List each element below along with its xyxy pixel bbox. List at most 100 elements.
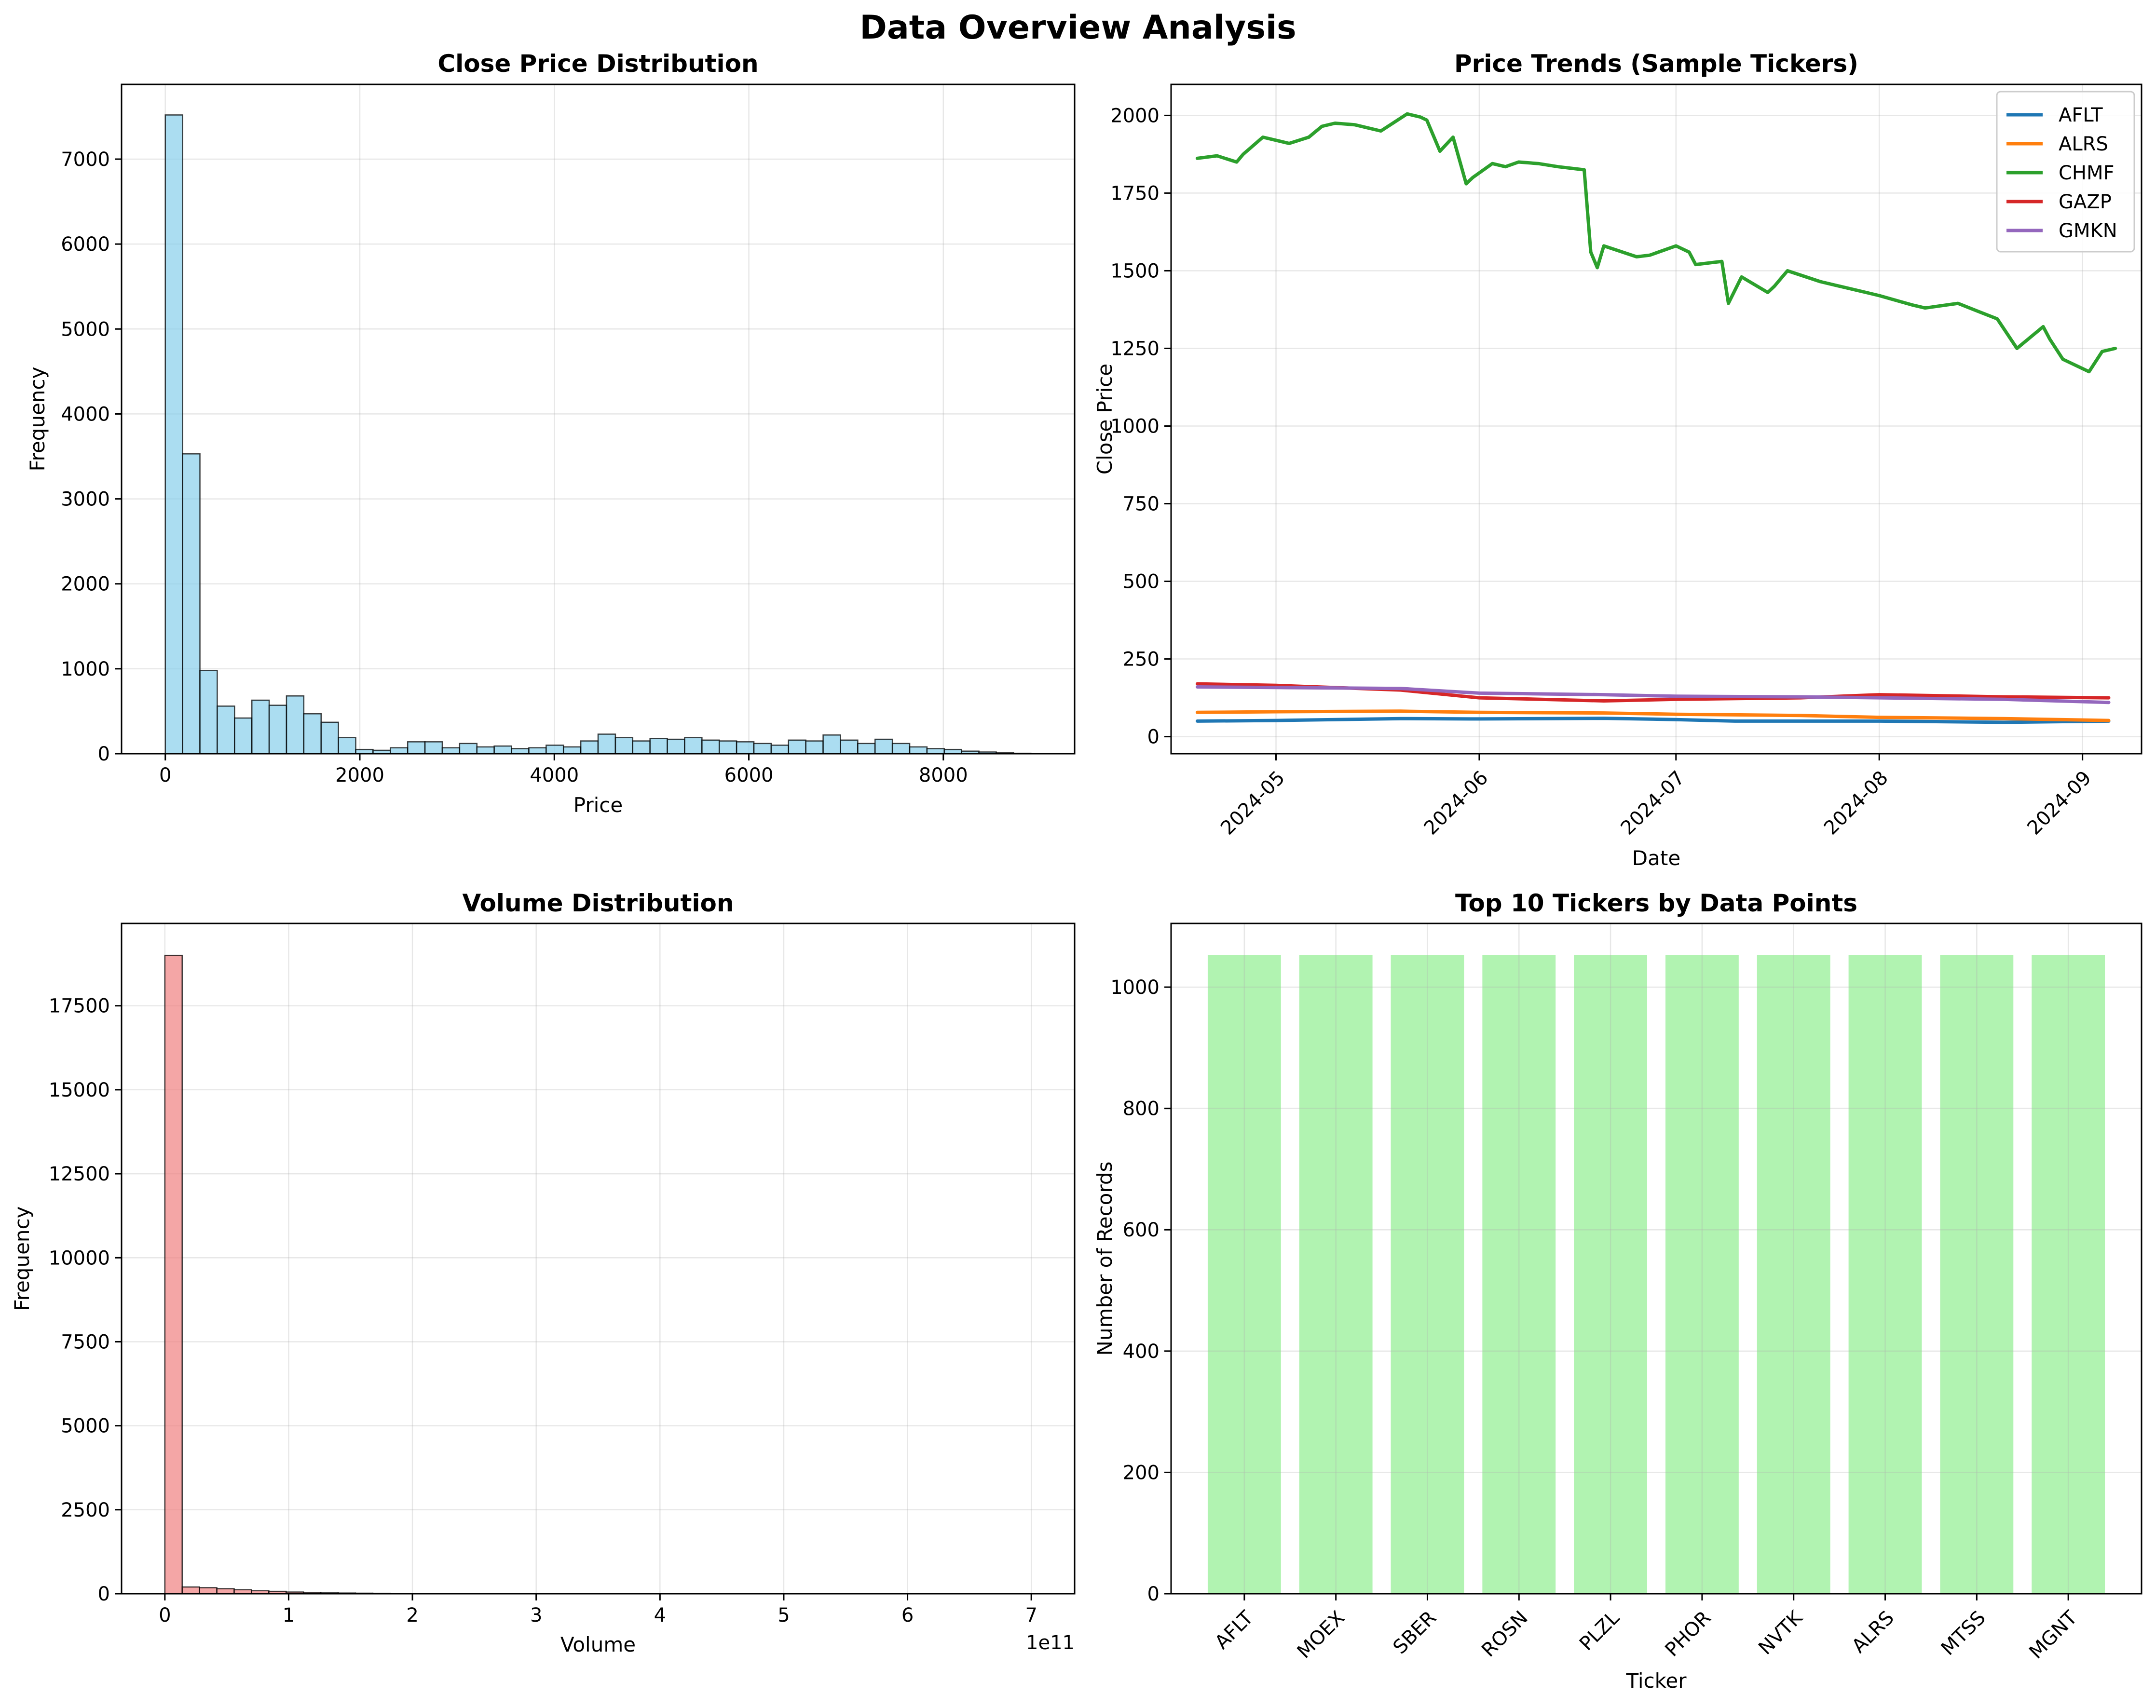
bar-mtss [1940,955,2014,1594]
bar-rosn [1482,955,1556,1594]
bar-aflt [1207,955,1281,1594]
histogram-bar [770,745,790,755]
legend-label-gmkn: GMKN [2059,220,2117,242]
chart-title: Volume Distribution [463,889,734,917]
y-tick-label: 15000 [49,1079,110,1101]
y-axis-label: Number of Records [1093,1162,1117,1356]
legend-label-gazp: GAZP [2059,191,2112,213]
legend: AFLT ALRS CHMF GAZP GMKN [1996,91,2135,253]
histogram-bar [718,740,737,755]
x-tick-label: 4000 [530,764,579,786]
y-tick-label: 750 [1123,493,1160,515]
histogram-bar [511,748,530,755]
y-tick-label: 10000 [49,1247,110,1269]
x-axis-offset-text: 1e11 [1026,1632,1075,1654]
bar-alrs [1848,955,1922,1594]
x-tick-label: 2000 [335,764,384,786]
histogram-bar [546,745,564,755]
y-tick-label: 5000 [61,318,110,340]
histogram-bar [286,695,305,755]
y-tick-label: 600 [1123,1219,1160,1241]
histogram-bar [926,748,945,755]
y-tick-label: 4000 [61,403,110,425]
histogram-bar [891,743,911,755]
plot-frame [121,83,1076,755]
y-tick-label: 2500 [61,1499,110,1521]
histogram-bar [840,739,859,755]
bar-phor [1665,955,1739,1594]
series-line-chmf [1195,112,2117,374]
histogram-bar [390,747,409,755]
y-tick-label: 200 [1123,1462,1160,1484]
series-line-gmkn [1195,685,2111,705]
histogram-bar [164,954,183,1595]
chart-title: Price Trends (Sample Tickers) [1454,50,1858,78]
legend-label-chmf: CHMF [2059,162,2115,184]
y-tick-label: 500 [1123,571,1160,593]
histogram-bar [562,746,582,755]
y-tick-label: 1000 [1110,976,1160,999]
histogram-bar [217,705,235,755]
histogram-bar [909,746,928,755]
legend-frame [1996,91,2135,253]
histogram-bar [407,741,426,755]
histogram-bar [701,739,720,755]
histogram-bar [805,740,824,755]
y-axis-label: Frequency [26,367,49,472]
y-tick-label: 0 [98,1583,110,1605]
close-price-distribution-chart: 0 1000 2000 3000 4000 5000 6000 7000 0 2000 4000 60… [26,50,1076,817]
y-tick-label: 2000 [1110,105,1160,127]
histogram-bar [268,705,287,755]
y-tick-label: 1500 [1110,260,1160,282]
histogram-bar [216,1588,235,1595]
histogram-bar [580,740,599,755]
figure-title: Data Overview Analysis [860,9,1296,47]
y-tick-label: 5000 [61,1415,110,1437]
series-line-aflt [1195,717,2111,724]
histogram-bar [822,734,841,755]
series-line-alrs [1195,709,2111,722]
y-tick-label: 6000 [61,233,110,256]
histogram-bar [424,741,443,755]
x-tick-label: 2 [406,1604,418,1627]
bar-nvtk [1757,955,1830,1594]
x-tick-label: 0 [159,1604,171,1627]
histogram-bar [199,670,218,755]
histogram-bar [684,737,703,755]
y-tick-label: 0 [1147,1583,1160,1605]
histogram-bar [528,747,547,755]
y-tick-label: 7000 [61,149,110,171]
y-tick-label: 1000 [1110,415,1160,437]
histogram-bar [736,741,755,755]
bar-mgnt [2032,955,2105,1594]
y-tick-label: 800 [1123,1098,1160,1120]
histogram-bar [320,721,339,755]
histogram-bar [493,745,512,755]
histogram-bar [753,743,772,755]
bar-plzl [1574,955,1648,1594]
x-axis-label: Price [573,793,623,817]
y-tick-label: 0 [1147,726,1160,748]
bar-moex [1299,955,1373,1594]
y-tick-label: 1000 [61,658,110,680]
histogram-bar [164,114,183,755]
histogram-bar [632,740,651,755]
y-tick-label: 3000 [61,488,110,511]
y-tick-label: 1250 [1110,338,1160,360]
x-tick-label: 3 [530,1604,542,1627]
x-tick-label: 5 [778,1604,790,1627]
histogram-bar [338,737,356,755]
x-tick-label: 0 [159,764,171,786]
histogram-bar [649,738,668,755]
histogram-bar [181,1586,200,1595]
chart-title: Top 10 Tickers by Data Points [1455,889,1857,917]
y-tick-label: 2000 [61,573,110,596]
histogram-bar [182,453,201,755]
y-tick-label: 250 [1123,649,1160,671]
histogram-bar [251,699,270,755]
plot-frame [1170,922,2142,1595]
histogram-bar [788,739,806,755]
plot-frame [121,922,1076,1595]
x-tick-label: 8000 [919,764,968,786]
histogram-bar [476,746,495,755]
